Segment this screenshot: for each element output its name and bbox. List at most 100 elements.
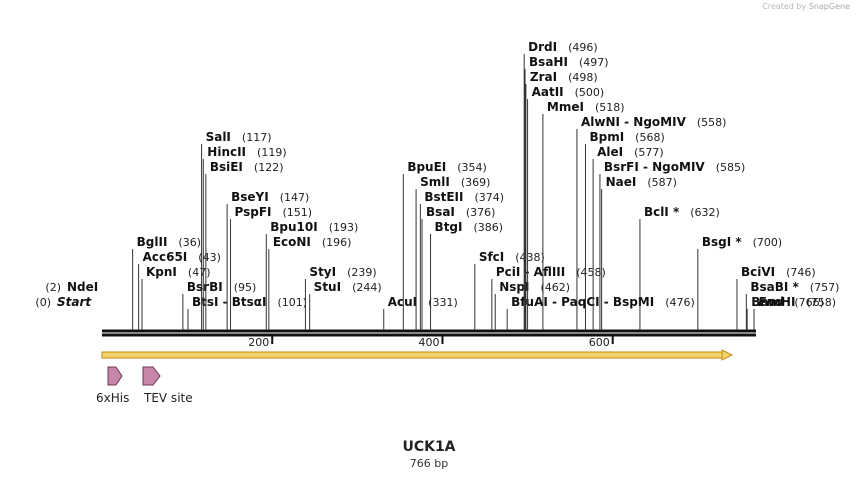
site-name-bcli[interactable]: BclI * — [644, 205, 680, 219]
site-name-alei[interactable]: AleI — [597, 145, 623, 159]
site-name-bpuei[interactable]: BpuEI — [407, 160, 446, 174]
site-btsi-bts-i[interactable]: BtsI - BtsαI (101) — [187, 295, 308, 330]
site-name-econi[interactable]: EcoNI — [273, 235, 311, 249]
site-name-bsiei[interactable]: BsiEI — [210, 160, 243, 174]
site-name-aatii[interactable]: AatII — [532, 85, 564, 99]
site-acc65i[interactable]: Acc65I (43) — [138, 250, 221, 330]
site-name-bfuai-paqci-bspmi[interactable]: BfuAI - PaqCI - BspMI — [511, 295, 654, 309]
site-pos-aatii: (500) — [575, 86, 605, 99]
site-name-sali[interactable]: SalI — [206, 130, 231, 144]
site-name-bsrbi[interactable]: BsrBI — [187, 280, 223, 294]
site-name-bpu10i[interactable]: Bpu10I — [270, 220, 317, 234]
site-kpni[interactable]: KpnI (47) — [141, 265, 211, 330]
site-name-hincii[interactable]: HincII — [207, 145, 246, 159]
site-name-bsai[interactable]: BsaI — [426, 205, 455, 219]
site-aatii[interactable]: AatII (500) — [527, 85, 605, 330]
site-name-start[interactable]: Start — [57, 295, 92, 309]
site-name-btgi[interactable]: BtgI — [435, 220, 463, 234]
site-bcli[interactable]: BclI * (632) — [639, 205, 720, 330]
orf-arrow[interactable] — [101, 349, 734, 361]
site-pos-bsiei: (122) — [254, 161, 284, 174]
site-pos-alei: (577) — [634, 146, 664, 159]
site-pos-btsi-bts-i: (101) — [278, 296, 308, 309]
site-pos-bamhi: (758) — [806, 296, 836, 309]
site-stui[interactable]: StuI (244) — [309, 280, 382, 330]
feature-6xhis[interactable] — [107, 366, 123, 386]
site-name-bsteii[interactable]: BstEII — [424, 190, 463, 204]
feature-6xhis-arrow[interactable] — [107, 366, 123, 386]
feature-tev-site-arrow[interactable] — [142, 366, 161, 386]
site-ndei[interactable]: NdeI (2) — [45, 280, 98, 294]
site-name-ndei[interactable]: NdeI — [67, 280, 98, 294]
ruler: 200 400 600 — [248, 336, 614, 349]
site-name-pspfi[interactable]: PspFI — [235, 205, 272, 219]
site-name-acui[interactable]: AcuI — [388, 295, 417, 309]
site-pos-pspfi: (151) — [283, 206, 313, 219]
site-name-zrai[interactable]: ZraI — [530, 70, 557, 84]
site-name-mmei[interactable]: MmeI — [547, 100, 584, 114]
site-name-bsgi[interactable]: BsgI * — [702, 235, 743, 249]
site-name-btsi-bts-i[interactable]: BtsI - BtsαI — [192, 295, 267, 309]
site-sfci[interactable]: SfcI (438) — [474, 250, 545, 330]
site-pos-kpni: (47) — [188, 266, 211, 279]
site-btgi[interactable]: BtgI (386) — [430, 220, 504, 330]
site-econi[interactable]: EcoNI (196) — [268, 235, 352, 330]
site-sali[interactable]: SalI (117) — [201, 130, 272, 330]
site-name-bsahi[interactable]: BsaHI — [529, 55, 568, 69]
site-acui[interactable]: AcuI (331) — [383, 295, 458, 330]
site-bsrfi-ngomiv[interactable]: BsrFI - NgoMIV (585) — [599, 160, 745, 330]
site-bseyi[interactable]: BseYI (147) — [226, 190, 309, 330]
site-bpu10i[interactable]: Bpu10I (193) — [265, 220, 358, 330]
site-name-drdi[interactable]: DrdI — [528, 40, 557, 54]
site-smli[interactable]: SmlI (369) — [415, 175, 490, 330]
site-styi[interactable]: StyI (239) — [304, 265, 377, 330]
site-name-sfci[interactable]: SfcI — [479, 250, 504, 264]
site-pcii-afliii[interactable]: PciI - AflIII (458) — [491, 265, 606, 330]
site-name-acc65i[interactable]: Acc65I — [143, 250, 188, 264]
watermark-brand: SnapGene — [808, 2, 850, 11]
site-name-bamhi[interactable]: BamHI — [751, 295, 795, 309]
site-hincii[interactable]: HincII (119) — [202, 145, 287, 330]
site-name-bsabi[interactable]: BsaBI * — [750, 280, 799, 294]
site-drdi[interactable]: DrdI (496) — [523, 40, 598, 330]
site-name-bseyi[interactable]: BseYI — [231, 190, 269, 204]
site-name-bglii[interactable]: BglII — [137, 235, 168, 249]
site-name-stui[interactable]: StuI — [314, 280, 341, 294]
site-name-smli[interactable]: SmlI — [420, 175, 450, 189]
site-bsiei[interactable]: BsiEI (122) — [205, 160, 284, 330]
site-alei[interactable]: AleI (577) — [592, 145, 664, 330]
site-bsteii[interactable]: BstEII (374) — [419, 190, 504, 330]
site-name-pcii-afliii[interactable]: PciI - AflIII — [496, 265, 565, 279]
site-bamhi[interactable]: BamHI (758) — [746, 295, 836, 330]
site-bpmi[interactable]: BpmI (568) — [584, 130, 665, 330]
site-bpuei[interactable]: BpuEI (354) — [402, 160, 487, 330]
site-nspi[interactable]: NspI (462) — [494, 280, 570, 330]
site-bsrbi[interactable]: BsrBI (95) — [182, 280, 256, 330]
site-zrai[interactable]: ZraI (498) — [525, 70, 598, 330]
feature-tev-site[interactable] — [142, 366, 161, 386]
site-bglii[interactable]: BglII (36) — [132, 235, 201, 330]
site-name-bsrfi-ngomiv[interactable]: BsrFI - NgoMIV — [604, 160, 705, 174]
site-name-alwni-ngomiv[interactable]: AlwNI - NgoMIV — [581, 115, 687, 129]
site-name-end[interactable]: End — [758, 295, 784, 309]
site-pos-stui: (244) — [352, 281, 382, 294]
site-bcivi[interactable]: BciVI (746) — [736, 265, 816, 330]
site-name-naei[interactable]: NaeI — [606, 175, 637, 189]
site-pspfi[interactable]: PspFI (151) — [230, 205, 313, 330]
site-bfuai-paqci-bspmi[interactable]: BfuAI - PaqCI - BspMI (476) — [506, 295, 695, 330]
site-name-bcivi[interactable]: BciVI — [741, 265, 775, 279]
site-bsahi[interactable]: BsaHI (497) — [524, 55, 609, 330]
site-end[interactable]: End (766) — [753, 295, 824, 330]
site-pos-start: (0) — [35, 296, 51, 309]
site-name-nspi[interactable]: NspI — [499, 280, 529, 294]
site-alwni-ngomiv[interactable]: AlwNI - NgoMIV (558) — [576, 115, 727, 330]
site-bsgi[interactable]: BsgI * (700) — [697, 235, 782, 330]
site-bsabi[interactable]: BsaBI * (757) — [745, 280, 839, 330]
site-name-kpni[interactable]: KpnI — [146, 265, 177, 279]
site-mmei[interactable]: MmeI (518) — [542, 100, 625, 330]
site-name-styi[interactable]: StyI — [309, 265, 336, 279]
site-bsai[interactable]: BsaI (376) — [421, 205, 495, 330]
site-name-bpmi[interactable]: BpmI — [589, 130, 624, 144]
site-start[interactable]: Start (0) — [35, 295, 92, 309]
site-naei[interactable]: NaeI (587) — [601, 175, 677, 330]
